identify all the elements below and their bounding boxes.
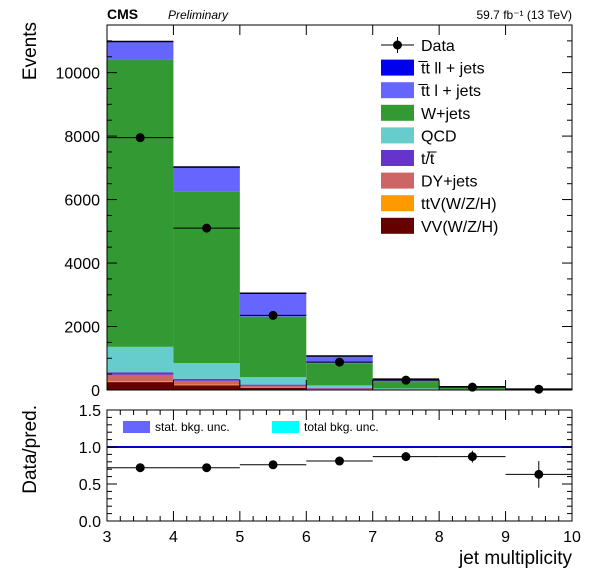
data-point-4 — [335, 358, 344, 367]
stack-bar-3-bin-4 — [306, 388, 372, 389]
stack-bar-2-bin-2 — [173, 385, 239, 386]
legend-swatch-5 — [381, 150, 414, 166]
legend-swatch-4 — [381, 127, 414, 143]
stack-bar-6-bin-1 — [107, 60, 173, 347]
stack-bar-1-bin-2 — [173, 385, 239, 390]
top-ytick-label-1: 2000 — [64, 320, 100, 337]
ratio-point-1 — [136, 463, 145, 472]
legend-label-7: ttV(W/Z/H) — [421, 196, 497, 213]
bottom-xtick-label-4: 7 — [368, 529, 377, 546]
top-ytick-label-4: 8000 — [64, 129, 100, 146]
stack-bar-4-bin-1 — [107, 372, 173, 375]
bottom-ytick-label-0: 0.0 — [79, 514, 101, 531]
bottom-ytick-label-3: 1.5 — [79, 403, 101, 420]
bottom-xtick-label-5: 8 — [435, 529, 444, 546]
stack-bar-4-bin-3 — [240, 385, 306, 386]
ratio-legend-label-1: total bkg. unc. — [304, 420, 379, 434]
stack-bar-6-bin-3 — [240, 317, 306, 377]
top-ytick-label-0: 0 — [91, 383, 100, 400]
data-point-1 — [136, 133, 145, 142]
data-point-6 — [468, 383, 477, 392]
stack-bar-7-bin-2 — [173, 168, 239, 192]
stack-bar-1-bin-1 — [107, 382, 173, 390]
ratio-point-3 — [269, 460, 278, 469]
legend-swatch-7 — [381, 195, 414, 211]
stack-bar-3-bin-1 — [107, 375, 173, 381]
legend-label-3: W+jets — [421, 106, 470, 123]
legend-swatch-8 — [381, 218, 414, 234]
top-plot: 0 2000 4000 6000 8000 10000 Data t̅t ll + jets t… — [56, 25, 573, 400]
ratio-legend-swatch-1 — [272, 421, 299, 433]
stack-bar-3-bin-3 — [240, 386, 306, 388]
top-ytick-label-3: 6000 — [64, 193, 100, 210]
bottom-xtick-label-2: 5 — [235, 529, 244, 546]
legend-label-5: t/t̅ — [421, 151, 437, 168]
legend-label-0: Data — [421, 38, 455, 55]
bottom-xtick-label-1: 4 — [169, 529, 178, 546]
data-point-2 — [202, 224, 211, 233]
stack-bar-6-bin-2 — [173, 192, 239, 363]
bottom-ytick-label-2: 1.0 — [79, 440, 101, 457]
legend-label-6: DY+jets — [421, 174, 477, 191]
top-ytick-label-2: 4000 — [64, 256, 100, 273]
legend-swatch-2 — [381, 82, 414, 98]
top-ylabel: Events — [20, 22, 41, 80]
stack-bar-5-bin-3 — [240, 377, 306, 385]
ratio-point-7 — [534, 470, 543, 479]
stack-bar-5-bin-2 — [173, 363, 239, 379]
stack-bar-5-bin-5 — [373, 388, 439, 389]
stack-bar-4-bin-2 — [173, 379, 239, 381]
data-point-3 — [269, 311, 278, 320]
legend-label-4: QCD — [421, 128, 457, 145]
bottom-ytick-label-1: 0.5 — [79, 477, 101, 494]
legend-swatch-1 — [381, 60, 414, 76]
ratio-plot: 0.0 0.5 1.0 1.5 3 4 5 6 7 8 9 10 stat. bkg. unc. tota… — [79, 403, 581, 546]
ratio-point-4 — [335, 457, 344, 466]
bottom-xtick-label-3: 6 — [302, 529, 311, 546]
legend-data-marker — [393, 41, 402, 50]
stack-bar-2-bin-1 — [107, 381, 173, 382]
cms-label: CMS — [107, 6, 138, 22]
ratio-point-2 — [202, 463, 211, 472]
luminosity-label: 59.7 fb⁻¹ (13 TeV) — [477, 8, 573, 22]
data-point-5 — [401, 376, 410, 385]
ratio-point-6 — [468, 452, 477, 461]
ratio-legend-label-0: stat. bkg. unc. — [155, 420, 230, 434]
legend-swatch-3 — [381, 105, 414, 121]
legend-label-1: t̅t ll + jets — [418, 60, 485, 77]
legend-swatch-6 — [381, 173, 414, 189]
legend-label-8: VV(W/Z/H) — [421, 219, 498, 236]
bottom-xtick-label-7: 10 — [563, 529, 581, 546]
bottom-ylabel: Data/pred. — [20, 405, 41, 494]
bottom-xlabel: jet multiplicity — [458, 548, 572, 569]
bottom-xtick-label-6: 9 — [501, 529, 510, 546]
legend-label-2: t̅t l + jets — [418, 83, 481, 100]
preliminary-label: Preliminary — [168, 8, 229, 22]
stack-bar-5-bin-1 — [107, 347, 173, 372]
top-ytick-label-5: 10000 — [56, 66, 101, 83]
stack-bar-3-bin-2 — [173, 381, 239, 385]
ratio-legend-swatch-0 — [123, 421, 150, 433]
stack-bar-5-bin-4 — [306, 385, 372, 388]
bottom-xtick-label-0: 3 — [103, 529, 112, 546]
data-point-7 — [534, 385, 543, 394]
ratio-point-5 — [401, 452, 410, 461]
stack-bar-7-bin-1 — [107, 42, 173, 59]
